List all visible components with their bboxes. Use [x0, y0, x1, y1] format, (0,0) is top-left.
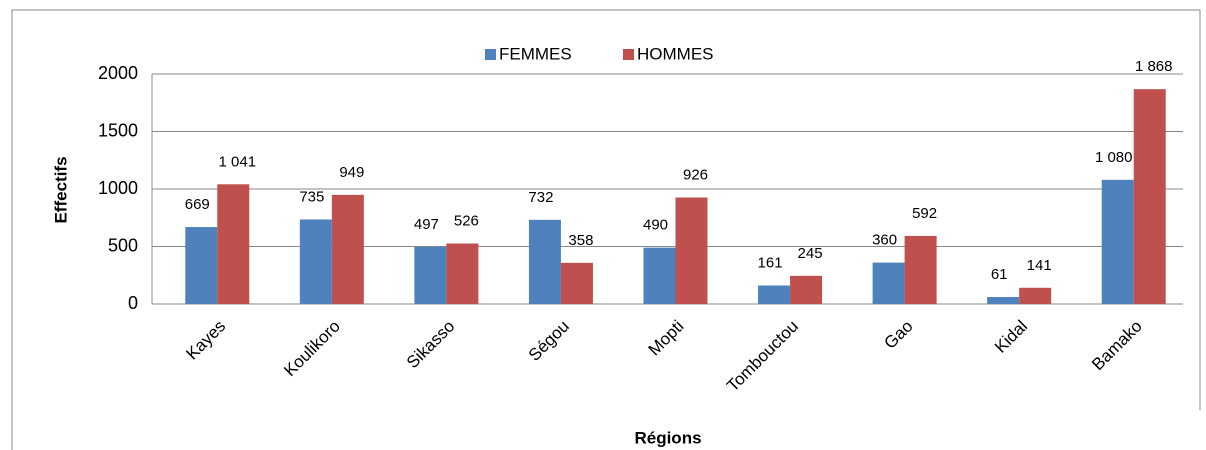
legend-label: FEMMES	[499, 44, 572, 63]
bar	[1101, 179, 1134, 304]
bar	[675, 197, 708, 304]
value-label: 1 868	[1135, 58, 1173, 75]
legend-swatch	[623, 49, 634, 60]
value-label: 358	[568, 232, 593, 249]
value-label: 1 080	[1095, 149, 1133, 166]
bar	[414, 246, 447, 304]
value-label: 245	[798, 245, 823, 262]
bar	[872, 262, 905, 304]
bar	[904, 235, 937, 304]
bar	[1133, 89, 1166, 305]
value-label: 490	[643, 217, 668, 234]
legend-swatch	[485, 49, 496, 60]
value-label: 949	[339, 164, 364, 181]
value-label: 360	[872, 232, 897, 249]
value-label: 735	[299, 188, 324, 205]
bar	[528, 219, 561, 304]
x-tick-label: Kidal	[991, 317, 1031, 357]
value-label: 669	[185, 196, 210, 213]
bar	[185, 227, 218, 304]
bar	[1019, 287, 1052, 304]
x-tick-label: Sikasso	[403, 317, 459, 373]
value-label: 732	[528, 189, 553, 206]
value-label: 926	[683, 166, 708, 183]
chart-frame	[11, 9, 1201, 450]
y-tick-label: 1500	[98, 120, 138, 140]
bar	[560, 262, 593, 304]
bar	[299, 219, 332, 304]
bar	[987, 296, 1020, 304]
x-tick-label: Koulikoro	[280, 317, 344, 381]
value-label: 592	[912, 205, 937, 222]
value-label: 141	[1027, 257, 1052, 274]
bar	[643, 247, 676, 304]
legend-label: HOMMES	[637, 44, 714, 63]
value-label: 526	[454, 212, 479, 229]
x-axis-title: Régions	[634, 428, 701, 447]
x-tick-label: Mopti	[645, 317, 688, 360]
bar	[790, 275, 823, 304]
value-label: 497	[414, 216, 439, 233]
y-tick-label: 0	[128, 293, 138, 313]
bar	[331, 194, 364, 304]
bar	[446, 243, 479, 304]
bar	[217, 184, 250, 304]
y-tick-label: 500	[108, 235, 138, 255]
x-tick-label: Ségou	[525, 317, 573, 365]
value-label: 161	[758, 254, 783, 271]
bar	[758, 285, 791, 304]
x-tick-label: Kayes	[182, 317, 229, 364]
y-axis-title: Effectifs	[51, 156, 70, 223]
x-tick-label: Gao	[880, 317, 916, 353]
x-tick-label: Tombouctou	[723, 317, 802, 396]
y-tick-label: 2000	[98, 63, 138, 83]
y-tick-label: 1000	[98, 178, 138, 198]
x-tick-label: Bamako	[1088, 317, 1146, 375]
value-label: 61	[991, 266, 1008, 283]
value-label: 1 041	[219, 153, 257, 170]
